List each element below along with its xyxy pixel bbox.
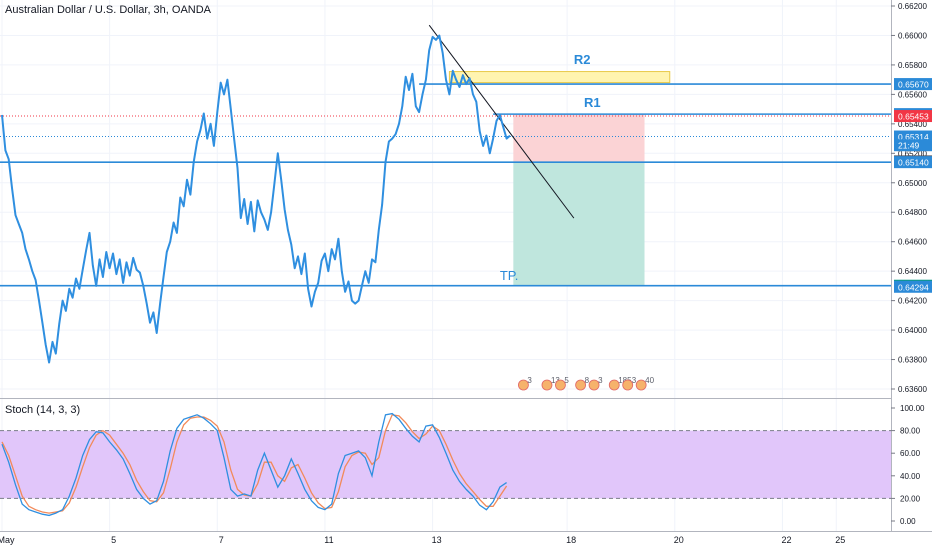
price-tick-label: 0.65000 <box>898 179 927 188</box>
time-tick-label: May <box>0 535 15 545</box>
price-label-tag <box>894 156 932 169</box>
stoch-tick-label: 40.00 <box>900 472 921 481</box>
stoch-tick-label: 20.00 <box>900 494 921 503</box>
price-tick-label: 0.66000 <box>898 31 927 40</box>
price-tick-label: 0.65600 <box>898 90 927 99</box>
stoch-band <box>0 430 891 499</box>
price-tick-label: 0.66200 <box>898 2 927 11</box>
time-tick-label: 18 <box>566 535 576 545</box>
stoch-tick-label: 0.00 <box>900 517 916 526</box>
event-flag-icon <box>575 379 587 391</box>
price-tick-label: 0.63600 <box>898 385 927 394</box>
time-tick-label: 13 <box>432 535 442 545</box>
price-tick-label: 0.64400 <box>898 267 927 276</box>
time-tick-label: 22 <box>781 535 791 545</box>
price-tick-label: 0.64000 <box>898 326 927 335</box>
event-count: 3 <box>632 376 637 385</box>
price-label-text: 0.65140 <box>898 158 929 168</box>
time-tick-label: 7 <box>219 535 224 545</box>
price-tick-label: 0.65800 <box>898 61 927 70</box>
price-tick-label: 0.65400 <box>898 120 927 129</box>
price-label-text: 0.65314 <box>898 132 929 142</box>
stoch-tick-label: 60.00 <box>900 449 921 458</box>
stoch-tick-label: 80.00 <box>900 427 921 436</box>
event-count: 8 <box>585 376 590 385</box>
r1-label: R1 <box>584 95 601 110</box>
stoch-tick-label: 100.00 <box>900 404 925 413</box>
stoch-d-line <box>1 414 508 514</box>
event-flag-icon <box>622 379 634 391</box>
event-count: 13 <box>551 376 560 385</box>
time-tick-label: 11 <box>324 535 333 545</box>
stoch-k-line <box>1 412 507 517</box>
price-label-text: 0.65670 <box>898 80 929 90</box>
time-tick-label: 20 <box>674 535 684 545</box>
time-tick-label: 25 <box>835 535 845 545</box>
time-tick-label: 5 <box>111 535 116 545</box>
event-flag-icon <box>541 379 553 391</box>
price-label-text: 0.65453 <box>898 112 929 122</box>
event-flag-icon <box>555 379 566 391</box>
event-count: 3 <box>598 376 603 385</box>
price-tick-label: 0.63800 <box>898 356 927 365</box>
price-tick-label: 0.64200 <box>898 297 927 306</box>
event-flag-icon <box>518 379 529 391</box>
r2-zone <box>448 71 671 84</box>
r2-label: R2 <box>574 52 591 67</box>
price-label-tag <box>894 78 932 91</box>
stop-loss-zone <box>513 114 645 163</box>
price-tick-label: 0.64600 <box>898 238 927 247</box>
event-count: 3 <box>527 376 532 385</box>
price-label-text: 0.64294 <box>898 282 929 292</box>
price-label-tag <box>894 280 932 293</box>
event-count: 40 <box>645 376 654 385</box>
price-label-tag <box>894 110 932 123</box>
price-tick-label: 0.65200 <box>898 149 927 158</box>
take-profit-zone <box>513 162 645 286</box>
event-flag-icon <box>608 379 620 391</box>
tp-label: TP. <box>500 268 519 283</box>
price-label-tag <box>894 139 932 152</box>
event-count: 5 <box>564 376 569 385</box>
price-line <box>1 34 511 364</box>
event-flag-icon <box>635 379 647 391</box>
price-tick-label: 0.64800 <box>898 208 927 217</box>
event-flag-icon <box>588 379 600 391</box>
stoch-title: Stoch (14, 3, 3) <box>5 404 81 416</box>
price-label-text: 21:49 <box>898 141 920 151</box>
price-axis-panel <box>891 0 932 550</box>
chart-title: Australian Dollar / U.S. Dollar, 3h, OAN… <box>5 4 212 16</box>
